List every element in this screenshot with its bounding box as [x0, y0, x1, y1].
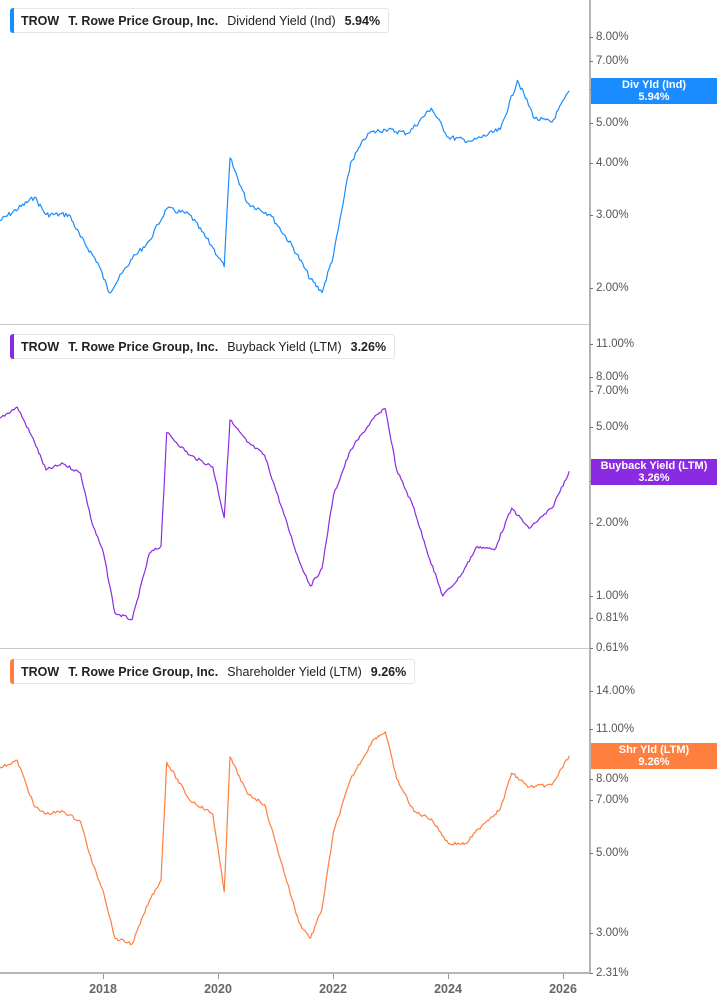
y-tick-label: 7.00% [590, 385, 629, 397]
x-tick-label: 2022 [319, 982, 347, 996]
y-tick-label: 0.81% [590, 612, 629, 624]
y-tick-label: 4.00% [590, 157, 629, 169]
current-value-badge-shareholder: Shr Yld (LTM) 9.26% [591, 743, 717, 769]
chart-plot-area[interactable] [0, 0, 589, 972]
y-tick-label: 8.00% [590, 773, 629, 785]
y-tick-label: 3.00% [590, 209, 629, 221]
y-tick-label: 11.00% [589, 338, 635, 350]
x-tick-mark [218, 974, 219, 979]
shareholder-yield-line [0, 731, 570, 946]
legend-company: T. Rowe Price Group, Inc. [68, 13, 219, 28]
x-tick-mark [448, 974, 449, 979]
current-value-badge-buyback: Buyback Yield (LTM) 3.26% [591, 459, 717, 485]
legend-value: 5.94% [344, 13, 381, 28]
legend-ticker: TROW [21, 339, 60, 354]
legend-dividend-yield[interactable]: TROW T. Rowe Price Group, Inc. Dividend … [10, 8, 390, 33]
y-tick-label: 0.61% [590, 642, 629, 654]
panel-divider [0, 648, 589, 649]
badge-label: Shr Yld (LTM) [618, 744, 690, 756]
y-tick-label: 2.31% [590, 967, 629, 979]
y-tick-label: 5.00% [590, 421, 629, 433]
legend-shareholder-yield[interactable]: TROW T. Rowe Price Group, Inc. Sharehold… [10, 659, 416, 684]
dividend-yield-line [0, 79, 570, 294]
y-tick-label: 7.00% [590, 794, 629, 806]
badge-value: 9.26% [638, 756, 670, 768]
buyback-yield-line [0, 406, 570, 621]
x-tick-mark [333, 974, 334, 979]
badge-label: Div Yld (Ind) [622, 79, 686, 91]
x-tick-label: 2020 [204, 982, 232, 996]
legend-ticker: TROW [21, 13, 60, 28]
y-tick-label: 8.00% [590, 371, 629, 383]
y-axis-line [589, 0, 591, 974]
series-color-marker [10, 334, 14, 359]
legend-ticker: TROW [21, 664, 60, 679]
x-axis-line [0, 972, 590, 974]
y-tick-label: 14.00% [589, 685, 636, 697]
legend-metric: Buyback Yield (LTM) [227, 339, 342, 354]
y-tick-label: 7.00% [590, 55, 629, 67]
y-tick-label: 2.00% [590, 282, 629, 294]
current-value-badge-dividend: Div Yld (Ind) 5.94% [591, 78, 717, 104]
x-tick-mark [103, 974, 104, 979]
y-tick-label: 8.00% [590, 31, 629, 43]
y-tick-label: 2.00% [590, 517, 629, 529]
x-tick-mark [563, 974, 564, 979]
y-tick-label: 5.00% [590, 117, 629, 129]
x-tick-label: 2024 [434, 982, 462, 996]
badge-label: Buyback Yield (LTM) [600, 460, 708, 472]
y-tick-label: 5.00% [590, 847, 629, 859]
legend-value: 9.26% [370, 664, 407, 679]
series-color-marker [10, 8, 14, 33]
x-tick-label: 2018 [89, 982, 117, 996]
y-tick-label: 1.00% [590, 590, 629, 602]
x-tick-label: 2026 [549, 982, 577, 996]
legend-buyback-yield[interactable]: TROW T. Rowe Price Group, Inc. Buyback Y… [10, 334, 396, 359]
legend-company: T. Rowe Price Group, Inc. [68, 664, 219, 679]
legend-value: 3.26% [350, 339, 387, 354]
y-tick-label: 3.00% [590, 927, 629, 939]
legend-metric: Dividend Yield (Ind) [227, 13, 336, 28]
badge-value: 3.26% [638, 472, 670, 484]
series-color-marker [10, 659, 14, 684]
panel-divider [0, 324, 589, 325]
y-tick-label: 11.00% [589, 723, 635, 735]
legend-company: T. Rowe Price Group, Inc. [68, 339, 219, 354]
legend-metric: Shareholder Yield (LTM) [227, 664, 362, 679]
badge-value: 5.94% [638, 91, 670, 103]
